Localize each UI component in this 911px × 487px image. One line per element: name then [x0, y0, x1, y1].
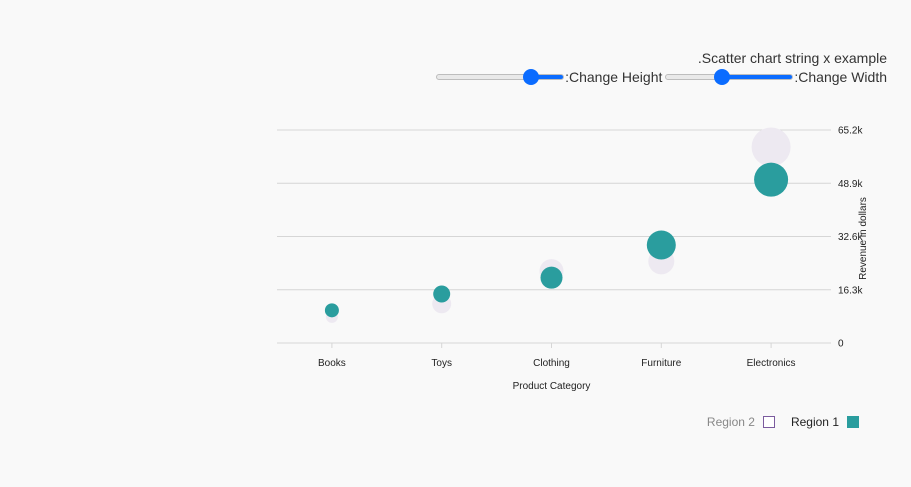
x-tick-label: Clothing [533, 358, 570, 369]
y-tick-label: 48.9k [838, 179, 863, 190]
legend-item-region-2[interactable]: Region 2 [707, 415, 775, 429]
legend-label-region-2: Region 2 [706, 415, 755, 429]
x-tick-label: Books [318, 358, 346, 369]
y-axis-ticks: 0 16.3k 32.6k 48.9k 65.2k [826, 126, 863, 350]
region-1-bubble[interactable] [540, 266, 563, 289]
x-axis-title: Product Category [513, 381, 591, 392]
region-1-bubble[interactable] [433, 285, 451, 303]
legend-swatch-region-1 [847, 416, 859, 428]
height-label: :Change Height [565, 69, 663, 85]
height-slider-fill [535, 75, 564, 79]
y-tick-label: 0 [838, 339, 844, 350]
height-slider-track[interactable] [436, 74, 565, 80]
y-tick-label: 16.3k [838, 285, 863, 296]
width-slider-fill [720, 75, 793, 79]
height-control: :Change Height [436, 69, 662, 85]
chart-legend: Region 2 Region 1 [707, 415, 859, 429]
legend-item-region-1[interactable]: Region 1 [791, 415, 859, 429]
region-1-bubble[interactable] [324, 303, 339, 318]
y-tick-label: 32.6k [838, 232, 863, 243]
grid-lines [277, 129, 826, 344]
height-slider-thumb[interactable] [523, 69, 540, 85]
region-1-bubble[interactable] [646, 230, 676, 260]
width-slider-thumb[interactable] [713, 69, 730, 85]
x-tick-label: Furniture [641, 358, 681, 369]
bubbles [324, 127, 791, 323]
x-axis-ticks: Books Toys Clothing Furniture Electronics [318, 343, 796, 369]
example-title: .Scatter chart string x example [697, 50, 887, 66]
chart-controls: :Change Height :Change Width [436, 69, 887, 85]
y-axis-title: Revenue in dollars [858, 197, 869, 280]
width-label: :Change Width [794, 69, 887, 85]
height-slider[interactable] [436, 69, 565, 85]
width-control: :Change Width [665, 69, 887, 85]
x-tick-label: Electronics [747, 358, 796, 369]
legend-label-region-1: Region 1 [790, 415, 839, 429]
legend-swatch-region-2 [762, 416, 775, 428]
width-slider[interactable] [665, 69, 794, 85]
region-1-bubble[interactable] [754, 162, 789, 197]
x-tick-label: Toys [431, 358, 452, 369]
region-2-bubble[interactable] [751, 127, 791, 167]
y-tick-label: 65.2k [838, 126, 863, 137]
